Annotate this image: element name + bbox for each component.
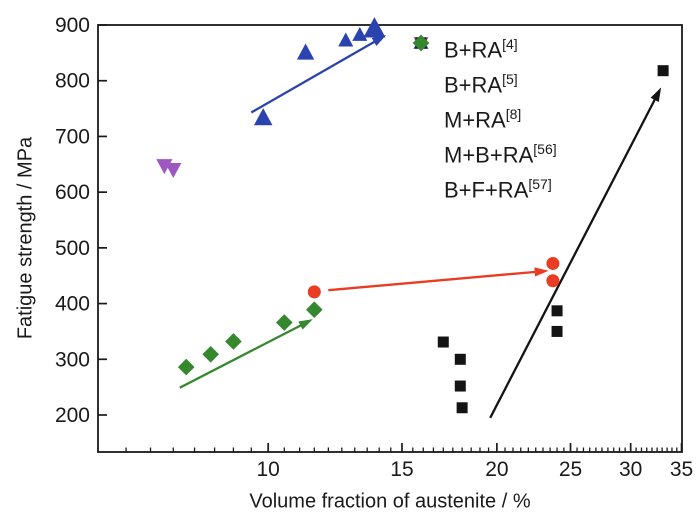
data-point <box>338 32 354 47</box>
y-tick-label: 900 <box>55 14 90 37</box>
legend-label: B+RA[4] <box>444 36 518 63</box>
trend-arrow-head <box>650 87 662 102</box>
x-axis-title: Volume fraction of austenite / % <box>249 490 531 513</box>
data-point <box>456 402 468 414</box>
legend-label: M+B+RA[56] <box>444 141 557 168</box>
triangle-up-icon <box>410 34 434 96</box>
data-point <box>546 256 560 270</box>
y-tick-label: 800 <box>55 70 90 93</box>
square-icon <box>410 37 434 166</box>
y-tick-label: 700 <box>55 125 90 148</box>
diamond-icon <box>410 34 434 201</box>
data-point <box>225 333 242 350</box>
legend-label: B+RA[5] <box>444 71 518 98</box>
y-axis-title: Fatigue strength / MPa <box>14 136 37 340</box>
x-tick-label: 30 <box>619 458 642 481</box>
legend-marker-shape <box>412 34 430 52</box>
data-point <box>437 336 449 348</box>
plot-box <box>97 24 683 453</box>
data-point <box>657 65 669 77</box>
y-tick-label: 600 <box>55 181 90 204</box>
legend-label: B+F+RA[57] <box>444 176 552 203</box>
legend-marker-glyph <box>412 34 430 52</box>
x-tick-label: 20 <box>485 458 508 481</box>
legend-item-m-ra-8: M+RA[8] <box>410 36 557 137</box>
data-point <box>551 305 563 317</box>
data-point <box>352 26 368 41</box>
data-point <box>454 380 466 392</box>
trend-arrow-line <box>489 95 658 419</box>
data-point <box>177 358 195 376</box>
x-tick-label: 10 <box>257 458 280 481</box>
data-point <box>165 163 182 178</box>
legend-item-b-f-ra-57: B+F+RA[57] <box>410 34 557 207</box>
legend-label: M+RA[8] <box>444 106 522 133</box>
legend: B+RA[4] B+RA[5] M+RA[8] M+B+RA[56] B+F+RA[57… <box>410 32 557 207</box>
trend-arrow-head <box>371 35 387 46</box>
data-point <box>296 43 315 60</box>
trend-arrow-line <box>250 39 379 114</box>
data-point <box>275 314 293 331</box>
data-point <box>454 353 466 365</box>
y-tick-label: 200 <box>55 404 90 427</box>
trend-arrow-line <box>179 322 305 389</box>
data-point <box>305 301 323 319</box>
legend-item-b-ra-5: B+RA[5] <box>410 34 557 102</box>
legend-item-m-b-ra-56: M+B+RA[56] <box>410 37 557 172</box>
trend-arrow-line <box>328 270 539 292</box>
data-point <box>546 274 560 288</box>
trend-arrow-head <box>534 267 549 277</box>
data-point <box>363 17 386 38</box>
data-point <box>156 159 173 175</box>
y-tick-label: 300 <box>55 348 90 371</box>
x-tick-label: 25 <box>559 458 582 481</box>
data-point <box>307 285 321 299</box>
trend-arrow-head <box>298 319 313 330</box>
data-point <box>202 345 219 363</box>
y-tick-label: 400 <box>55 293 90 316</box>
x-tick-label: 35 <box>670 458 693 481</box>
data-point <box>253 108 273 126</box>
y-tick-label: 500 <box>55 237 90 260</box>
x-tick-label: 15 <box>390 458 413 481</box>
circle-icon <box>410 36 434 131</box>
data-point <box>551 325 563 337</box>
